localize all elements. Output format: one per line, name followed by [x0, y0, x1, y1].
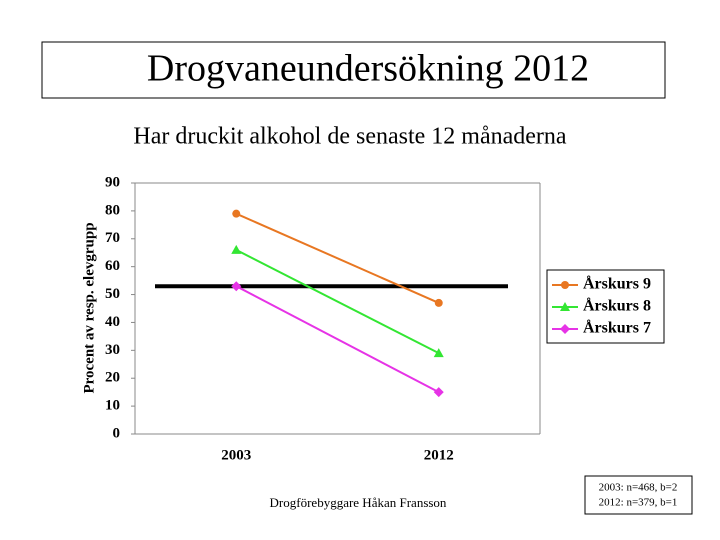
- marker: [231, 281, 242, 292]
- marker: [433, 387, 444, 398]
- marker: [231, 244, 242, 254]
- y-tick-label: 0: [113, 425, 121, 441]
- y-axis-label: Procent av resp. elevgrupp: [81, 222, 97, 393]
- series-line: [235, 249, 440, 355]
- legend-marker: [560, 302, 570, 311]
- marker: [433, 348, 444, 358]
- legend-marker: [561, 281, 569, 289]
- y-tick-label: 10: [105, 398, 120, 414]
- y-tick-label: 90: [105, 174, 120, 190]
- marker: [434, 298, 443, 307]
- series-line: [235, 212, 440, 304]
- footer: Drogförebyggare Håkan Fransson: [270, 495, 447, 510]
- note-line: 2012: n=379, b=1: [599, 497, 678, 509]
- legend-label: Årskurs 8: [583, 297, 651, 315]
- y-tick-label: 30: [105, 342, 120, 358]
- y-tick-label: 80: [105, 202, 120, 218]
- legend-marker: [560, 324, 570, 334]
- y-tick-label: 60: [105, 258, 120, 274]
- y-tick-label: 20: [105, 370, 120, 386]
- x-tick-label: 2012: [424, 447, 454, 463]
- y-tick-label: 40: [105, 314, 120, 330]
- note-box: [584, 475, 693, 515]
- series-line: [235, 285, 440, 394]
- chart-subtitle: Har druckit alkohol de senaste 12 månade…: [133, 124, 567, 150]
- legend-label: Årskurs 7: [583, 319, 651, 337]
- y-tick-label: 50: [105, 286, 120, 302]
- note-line: 2003: n=468, b=2: [599, 482, 678, 494]
- y-tick-label: 70: [105, 230, 120, 246]
- marker: [232, 209, 241, 218]
- chart-title: Drogvaneundersökning 2012: [147, 48, 589, 90]
- title-box: [41, 41, 666, 99]
- x-tick-label: 2003: [221, 447, 251, 463]
- legend-label: Årskurs 9: [583, 275, 651, 293]
